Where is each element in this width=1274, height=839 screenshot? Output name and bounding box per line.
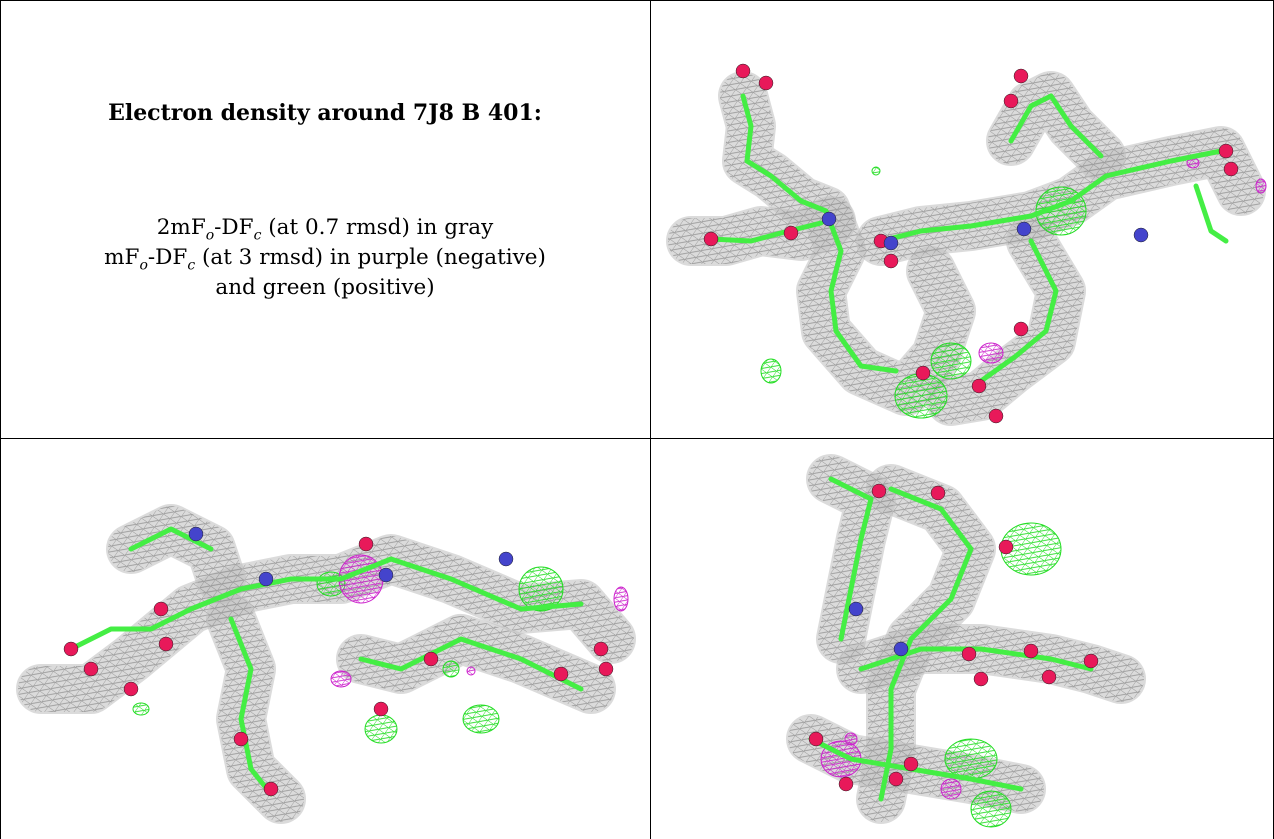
oxygen-atom <box>915 365 931 381</box>
oxygen-atom <box>988 408 1004 424</box>
nitrogen-atom <box>821 211 837 227</box>
carbon-bonds <box>740 93 899 374</box>
density-view-bottom-right <box>651 439 1273 839</box>
carbon-bonds <box>68 556 584 652</box>
density-render-top-right <box>666 63 1267 426</box>
oxygen-atom <box>358 536 374 552</box>
density-view-bottom-left <box>1 439 650 839</box>
oxygen-atom <box>1223 161 1239 177</box>
oxygen-atom <box>703 231 719 247</box>
oxygen-atom <box>973 671 989 687</box>
positive-density-mesh <box>132 702 150 716</box>
oxygen-atom <box>153 601 169 617</box>
table-divider-vertical <box>650 0 651 839</box>
nitrogen-atom <box>258 571 274 587</box>
positive-density-mesh <box>944 738 998 780</box>
negative-density-mesh <box>844 732 858 746</box>
oxygen-atom <box>883 253 899 269</box>
oxygen-atom <box>903 756 919 772</box>
legend-line-2fofc: 2mFo-DFc (at 0.7 rmsd) in gray <box>156 215 494 244</box>
oxygen-atom <box>373 701 389 717</box>
oxygen-atom <box>63 641 79 657</box>
density-view-top-right <box>651 1 1273 438</box>
table-border-left <box>0 0 1 839</box>
oxygen-atom <box>233 731 249 747</box>
positive-density-mesh <box>871 166 881 176</box>
carbon-bonds <box>828 476 874 642</box>
carbon-bonds <box>228 616 274 797</box>
positive-density-mesh <box>930 342 972 380</box>
positive-density-mesh <box>760 358 782 384</box>
positive-density-mesh <box>518 566 564 612</box>
nitrogen-atom <box>893 641 909 657</box>
table-border-top <box>0 0 1274 1</box>
nitrogen-atom <box>378 567 394 583</box>
oxygen-atom <box>423 651 439 667</box>
gray-density-mesh <box>926 216 1086 426</box>
oxygen-atom <box>871 483 887 499</box>
carbon-bonds <box>358 636 584 692</box>
legend-line-fofc: mFo-DFc (at 3 rmsd) in purple (negative) <box>104 245 546 274</box>
oxygen-atom <box>783 225 799 241</box>
carbon-bonds <box>878 148 1224 244</box>
oxygen-atom <box>83 661 99 677</box>
density-render-bottom-left <box>16 504 636 824</box>
legend-line-colors: and green (positive) <box>215 275 435 300</box>
oxygen-atom <box>263 781 279 797</box>
caption-description: 2mFo-DFc (at 0.7 rmsd) in gray mFo-DFc (… <box>0 213 650 303</box>
negative-density-mesh <box>1255 178 1267 194</box>
oxygen-atom <box>1013 321 1029 337</box>
oxygen-atom <box>930 485 946 501</box>
oxygen-atom <box>1023 643 1039 659</box>
caption-title: Electron density around 7J8 B 401: <box>108 100 542 126</box>
oxygen-atom <box>971 378 987 394</box>
carbon-bonds <box>978 238 1059 384</box>
carbon-bonds <box>878 486 974 802</box>
positive-density-mesh <box>462 704 500 734</box>
caption-cell: Electron density around 7J8 B 401: 2mFo-… <box>0 0 650 438</box>
oxygen-atom <box>1218 143 1234 159</box>
oxygen-atom <box>123 681 139 697</box>
negative-density-mesh <box>613 586 629 612</box>
carbon-bonds <box>708 220 824 244</box>
oxygen-atom <box>961 646 977 662</box>
negative-density-mesh <box>978 342 1004 364</box>
gray-density-mesh <box>806 454 896 664</box>
negative-density-mesh <box>466 666 476 676</box>
nitrogen-atom <box>883 235 899 251</box>
oxygen-atom <box>553 666 569 682</box>
nitrogen-atom <box>1133 227 1149 243</box>
nitrogen-atom <box>188 526 204 542</box>
table-divider-horizontal <box>0 438 1274 439</box>
carbon-bonds <box>1008 93 1104 159</box>
positive-density-mesh <box>970 790 1012 828</box>
gray-density-mesh <box>106 504 246 604</box>
positive-density-mesh <box>364 714 398 744</box>
nitrogen-atom <box>1016 221 1032 237</box>
nitrogen-atom <box>498 551 514 567</box>
oxygen-atom <box>1013 68 1029 84</box>
positive-density-mesh <box>442 660 460 678</box>
oxygen-atom <box>1083 653 1099 669</box>
oxygen-atom <box>838 776 854 792</box>
oxygen-atom <box>1041 669 1057 685</box>
oxygen-atom <box>593 641 609 657</box>
oxygen-atom <box>158 636 174 652</box>
nitrogen-atom <box>848 601 864 617</box>
oxygen-atom <box>808 731 824 747</box>
oxygen-atom <box>888 771 904 787</box>
oxygen-atom <box>735 63 751 79</box>
oxygen-atom <box>998 539 1014 555</box>
oxygen-atom <box>598 661 614 677</box>
negative-density-mesh <box>940 778 962 800</box>
negative-density-mesh <box>330 670 352 688</box>
oxygen-atom <box>1003 93 1019 109</box>
density-render-bottom-right <box>786 454 1146 828</box>
positive-density-mesh <box>894 373 948 419</box>
carbon-bonds <box>128 526 214 552</box>
oxygen-atom <box>758 75 774 91</box>
carbon-bonds <box>1193 183 1229 244</box>
